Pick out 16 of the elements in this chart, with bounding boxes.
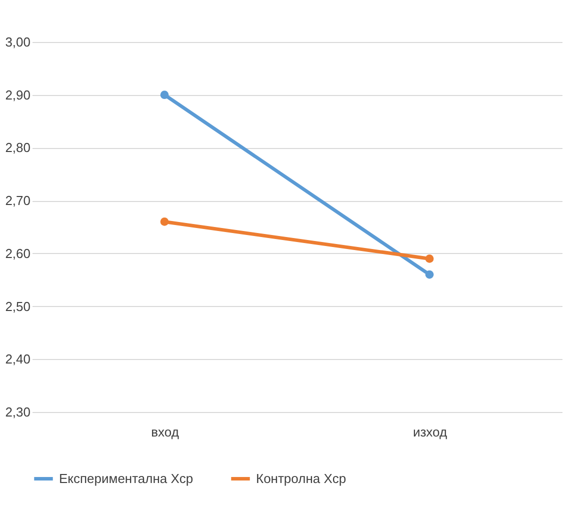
y-tick-label: 2,80 <box>5 140 30 156</box>
point <box>425 254 434 263</box>
y-tick-label: 2,70 <box>5 193 30 208</box>
x-tick-label: изход <box>412 424 448 440</box>
y-tick-label: 2,40 <box>5 352 30 367</box>
legend-label: Контролна Xср <box>256 470 346 486</box>
y-tick-label: 2,30 <box>5 404 30 420</box>
legend-label: Експериментална Xср <box>59 470 194 486</box>
y-tick-label: 2,90 <box>5 87 30 102</box>
y-tick-label: 2,50 <box>5 298 30 314</box>
point <box>160 218 169 226</box>
x-tick-label: вход <box>151 424 180 440</box>
y-tick-label: 3,00 <box>5 34 30 50</box>
point <box>425 270 434 279</box>
y-tick-label: 2,60 <box>5 246 30 261</box>
point <box>160 90 169 100</box>
